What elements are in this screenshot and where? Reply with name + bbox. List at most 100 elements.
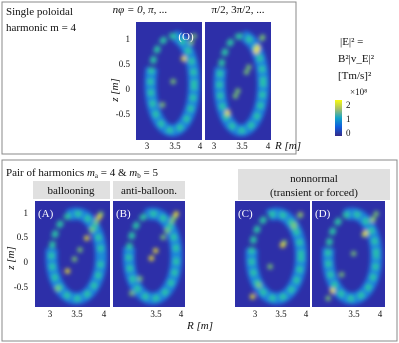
x-tick-label: 3 [145, 141, 150, 151]
group-label: nonnormal [290, 173, 338, 185]
panel-label: (A) [38, 208, 54, 220]
group-label: ballooning [47, 185, 95, 197]
heatmap [312, 201, 385, 307]
heatmap-field [322, 207, 383, 305]
y-axis-label: z [m] [5, 246, 17, 271]
legend-line: B²|v_E|² [338, 53, 375, 65]
x-tick-label: 4 [102, 309, 107, 319]
hot-spot [235, 88, 241, 94]
hot-spot [129, 290, 135, 296]
top-title: harmonic m = 4 [6, 22, 77, 34]
hot-spot [181, 56, 187, 62]
hot-spot [232, 93, 239, 99]
panel-label: (O) [178, 31, 194, 43]
hot-spot [351, 250, 357, 257]
ring [325, 210, 380, 302]
hot-spot [159, 102, 166, 108]
hot-spot [362, 230, 368, 236]
x-tick-label: 3 [212, 141, 217, 151]
x-axis-label: R [m] [186, 320, 213, 332]
x-tick-label: 4 [266, 141, 271, 151]
ring [125, 210, 180, 302]
hot-spot [164, 228, 170, 234]
x-tick-label: 4 [378, 309, 383, 319]
x-tick-label: 3 [253, 309, 258, 319]
hot-spot [243, 69, 250, 75]
top-box [1, 1, 297, 155]
y-tick-label: 1 [126, 34, 131, 44]
colorbar-tick: 2 [346, 100, 351, 110]
y-tick-label: -0.5 [14, 282, 29, 292]
panel-label: (D) [315, 208, 331, 220]
group-label: anti-balloon. [121, 185, 177, 197]
x-tick-label: 4 [304, 309, 309, 319]
heatmap-field [122, 207, 183, 305]
ring [147, 33, 198, 134]
x-axis-label: R [m] [274, 140, 301, 152]
x-tick-label: 4 [198, 141, 203, 151]
legend-line: |E|² = [340, 36, 363, 48]
hot-spot [173, 211, 179, 217]
hot-spot [64, 268, 71, 274]
heatmap [35, 201, 110, 307]
ring [48, 210, 104, 302]
hot-spot [77, 247, 83, 253]
hot-spot [160, 234, 166, 240]
colorbar-scale: ×10⁸ [350, 87, 367, 97]
hot-spot [297, 212, 303, 219]
hot-spot [329, 288, 336, 294]
hot-spot [290, 223, 297, 230]
heatmap-field [144, 30, 201, 137]
hot-spot [260, 34, 266, 40]
hot-spot [370, 216, 377, 222]
bottom-box [1, 159, 398, 342]
hot-spot [373, 211, 379, 217]
y-tick-label: -0.5 [116, 109, 131, 119]
hot-spot [84, 235, 90, 241]
hot-spot [153, 248, 159, 254]
heatmap [113, 201, 185, 307]
x-tick-label: 3.5 [275, 309, 287, 319]
hot-spot [250, 294, 256, 300]
colorbar-tick: 1 [346, 114, 351, 124]
hot-spot [256, 282, 262, 288]
hot-spot [339, 271, 345, 278]
hot-spot [96, 214, 102, 220]
heatmap-field [213, 30, 270, 137]
group-label: (transient or forced) [270, 187, 358, 199]
heatmap [136, 22, 202, 140]
y-tick-label: 0 [126, 84, 131, 94]
y-tick-label: 0.5 [17, 232, 29, 242]
x-tick-label: 3.5 [71, 309, 83, 319]
x-tick-label: 3.5 [348, 309, 360, 319]
x-tick-label: 3 [48, 309, 53, 319]
hot-spot [191, 33, 197, 39]
hot-spot [169, 218, 175, 224]
y-axis-label: z [m] [109, 78, 121, 103]
group-box [33, 181, 110, 199]
hot-spot [280, 242, 286, 248]
hot-spot [188, 39, 194, 45]
x-tick-label: 3.5 [169, 141, 181, 151]
group-box [113, 181, 185, 199]
panel-label: (C) [238, 208, 253, 220]
hot-spot [71, 256, 78, 262]
hot-spot [225, 110, 231, 116]
hot-spot [246, 64, 252, 70]
hot-spot [148, 255, 155, 261]
colorbar [335, 100, 342, 136]
hot-spot [255, 44, 261, 51]
top-title: Single poloidal [6, 6, 73, 18]
hot-spot [170, 78, 176, 85]
panel-label: (B) [116, 208, 131, 220]
x-tick-label: 4 [179, 309, 184, 319]
x-tick-label: 3.5 [150, 309, 162, 319]
hot-spot [325, 295, 331, 301]
colorbar-tick: 0 [346, 128, 351, 138]
hot-spot [54, 285, 60, 292]
y-tick-label: 1 [24, 208, 29, 218]
column-header: π/2, 3π/2, ... [212, 4, 265, 16]
ring [248, 210, 304, 302]
